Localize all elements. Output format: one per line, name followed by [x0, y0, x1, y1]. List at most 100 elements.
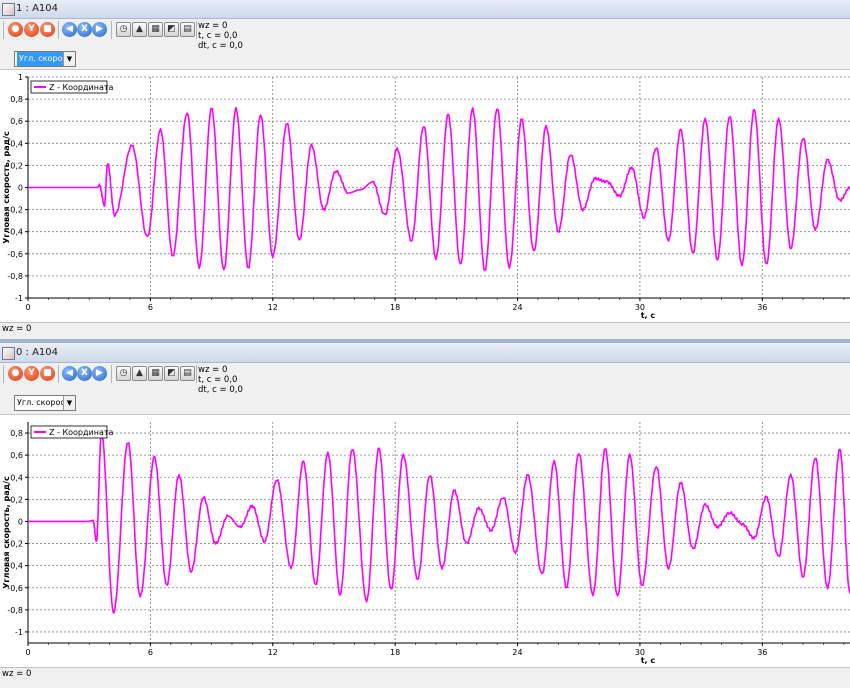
- stop-icon[interactable]: ■: [40, 22, 55, 37]
- x-tick-label: 0: [25, 648, 30, 657]
- chevron-down-icon[interactable]: ▼: [63, 52, 75, 66]
- chart-icon[interactable]: ▲: [132, 366, 147, 381]
- toolbar-separator: [111, 21, 112, 39]
- chart-icon[interactable]: ▲: [132, 22, 147, 37]
- record-icon[interactable]: ●: [8, 366, 23, 381]
- status-bar: wz = 0: [0, 322, 850, 337]
- toolbar-separator: [3, 21, 4, 39]
- x-tick-label: 12: [268, 648, 278, 657]
- readout-t: t, c = 0,0: [198, 31, 238, 41]
- x-tick-label: 0: [25, 303, 30, 312]
- readout-dt: dt, c = 0,0: [198, 41, 243, 51]
- cursor-readout: wz = 0 t, c = 0,0 dt, c = 0,0: [198, 365, 243, 395]
- record-icon[interactable]: ●: [8, 22, 23, 37]
- chart-2[interactable]: -1 -0,8 -0,6 -0,4 -0,2 0 0,2 0,4 0,6 0,8 0 6 12 18 24 3…: [0, 415, 850, 667]
- legend-box: [30, 425, 108, 439]
- stopwatch-icon[interactable]: ◷: [116, 22, 131, 37]
- x-tick-label: 6: [148, 648, 153, 657]
- y-tick-label: 0,4: [10, 139, 23, 148]
- next-icon[interactable]: ▶: [92, 366, 107, 381]
- y-tick-label: -0,4: [7, 228, 23, 237]
- toolbar-separator: [111, 365, 112, 383]
- quantity-select[interactable]: Угл. скорост. ▼: [14, 51, 76, 67]
- doc-icon[interactable]: ▤: [180, 22, 195, 37]
- toolbar-separator: [58, 365, 59, 383]
- y-icon[interactable]: Y: [24, 22, 39, 37]
- stop-icon[interactable]: ■: [40, 366, 55, 381]
- quantity-select-value: Угл. скорост.: [17, 52, 75, 66]
- window-title-bar[interactable]: 1 : A104: [0, 0, 850, 19]
- x-tick-label: 36: [757, 648, 767, 657]
- y-tick-label: -0,8: [7, 272, 23, 281]
- table-icon[interactable]: ▦: [148, 22, 163, 37]
- y-tick-label: -1: [15, 628, 23, 637]
- x-tick-label: 6: [148, 303, 153, 312]
- legend-label: Z - Координата: [49, 83, 114, 92]
- y-axis-label: Угловая скорость, рад/с: [2, 131, 11, 244]
- next-icon[interactable]: ▶: [92, 22, 107, 37]
- legend: Z - Координата: [30, 425, 114, 439]
- image-icon[interactable]: ◩: [164, 22, 179, 37]
- cursor-readout: wz = 0 t, c = 0,0 dt, c = 0,0: [198, 21, 243, 51]
- y-tick-label: 0,2: [10, 495, 23, 504]
- image-icon[interactable]: ◩: [164, 366, 179, 381]
- readout-wz: wz = 0: [198, 21, 228, 31]
- y-tick-label: 0,8: [10, 429, 23, 438]
- stopwatch-icon[interactable]: ◷: [116, 366, 131, 381]
- x-axis-label: t, c: [641, 656, 656, 665]
- readout-dt: dt, c = 0,0: [198, 385, 243, 395]
- y-tick-label: 0: [18, 517, 23, 526]
- quantity-select[interactable]: Угл. скорость ▼: [14, 395, 76, 411]
- readout-wz: wz = 0: [198, 365, 228, 375]
- plot-area-1[interactable]: -1 -0,8 -0,6 -0,4 -0,2 0 0,2 0,4 0,6 0,8 1 0 6 12 18 24…: [0, 69, 850, 322]
- status-text: wz = 0: [2, 324, 32, 334]
- status-text: wz = 0: [2, 669, 32, 679]
- x-tick-label: 18: [390, 303, 400, 312]
- toolbar-separator: [196, 21, 197, 39]
- toolbar-separator: [196, 365, 197, 383]
- doc-icon[interactable]: ▤: [180, 366, 195, 381]
- y-tick-label: 0,8: [10, 95, 23, 104]
- x-tick-label: 12: [268, 303, 278, 312]
- x-tick-label: 30: [635, 648, 645, 657]
- app-icon: [2, 347, 15, 360]
- chart-1[interactable]: -1 -0,8 -0,6 -0,4 -0,2 0 0,2 0,4 0,6 0,8 1 0 6 12 18 24…: [0, 70, 850, 322]
- x-icon[interactable]: X: [77, 22, 92, 37]
- x-tick-label: 24: [512, 648, 522, 657]
- y-tick-label: -0,8: [7, 606, 23, 615]
- window-title: 1 : A104: [16, 3, 59, 14]
- y-tick-label: 1: [18, 73, 23, 82]
- x-tick-label: 18: [390, 648, 400, 657]
- combo-row: Угл. скорост. ▼: [0, 49, 850, 69]
- y-axis-label: Угловая скорость, рад/с: [2, 476, 11, 589]
- x-tick-label: 36: [757, 303, 767, 312]
- y-icon[interactable]: Y: [24, 366, 39, 381]
- y-tick-label: -0,2: [7, 540, 23, 549]
- x-tick-label: 24: [512, 303, 522, 312]
- legend-box: [30, 80, 108, 94]
- quantity-select-value: Угл. скорость: [17, 398, 75, 407]
- plot-area-2[interactable]: -1 -0,8 -0,6 -0,4 -0,2 0 0,2 0,4 0,6 0,8 0 6 12 18 24 3…: [0, 414, 850, 667]
- legend-label: Z - Координата: [49, 428, 114, 437]
- y-tick-label: -0,2: [7, 206, 23, 215]
- x-axis-label: t, c: [641, 311, 656, 320]
- legend: Z - Координата: [30, 80, 114, 94]
- prev-icon[interactable]: ◀: [62, 366, 77, 381]
- y-tick-label: 0,6: [10, 451, 23, 460]
- chevron-down-icon[interactable]: ▼: [63, 396, 75, 410]
- toolbar-separator: [3, 365, 4, 383]
- window-divider: [0, 339, 850, 343]
- chart-window-1: 1 : A104 ● Y ■ ◀ X ▶ ◷ ▲ ▦ ◩ ▤ wz = 0 t,…: [0, 0, 850, 340]
- app-icon: [2, 3, 15, 16]
- chart-window-2: 0 : A104 ● Y ■ ◀ X ▶ ◷ ▲ ▦ ◩ ▤ wz = 0 t,…: [0, 344, 850, 688]
- window-title: 0 : A104: [16, 347, 59, 358]
- window-title-bar[interactable]: 0 : A104: [0, 344, 850, 363]
- y-tick-label: 0: [18, 184, 23, 193]
- y-tick-label: -0,6: [7, 250, 23, 259]
- x-icon[interactable]: X: [77, 366, 92, 381]
- y-tick-label: 0,2: [10, 161, 23, 170]
- prev-icon[interactable]: ◀: [62, 22, 77, 37]
- series-line: [28, 106, 850, 272]
- y-tick-label: -0,4: [7, 562, 23, 571]
- table-icon[interactable]: ▦: [148, 366, 163, 381]
